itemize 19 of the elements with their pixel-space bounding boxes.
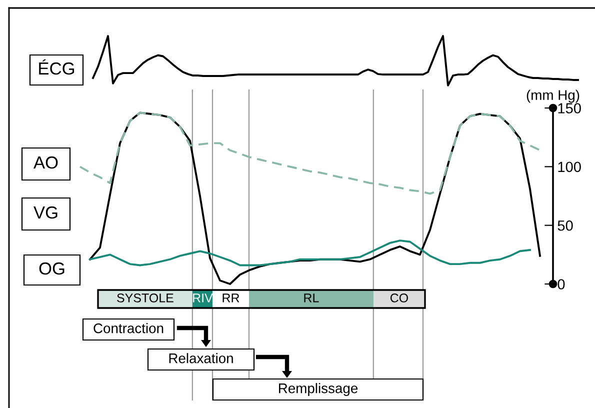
y-tick-label: 50 (558, 220, 573, 231)
text: Remplissage (279, 383, 358, 396)
y-tick-label: 150 (558, 103, 581, 114)
text: RR (222, 294, 240, 302)
line-series (89, 240, 531, 266)
line-series (79, 112, 541, 195)
y-tick-label: 100 (558, 162, 581, 172)
text: SYSTOLE (117, 294, 174, 302)
series-label: ÉCG (39, 59, 74, 75)
text: CO (390, 294, 408, 302)
series-label: OG (39, 262, 64, 275)
y-tick-label: 0 (558, 279, 565, 290)
text: Relaxation (169, 353, 233, 364)
text: RL (304, 294, 319, 302)
y-axis-title: (mm Hg) (526, 90, 580, 103)
text: RIV (193, 294, 213, 302)
text: VG (34, 206, 58, 219)
text: Contraction (94, 323, 164, 334)
series-label: AO (33, 156, 58, 169)
